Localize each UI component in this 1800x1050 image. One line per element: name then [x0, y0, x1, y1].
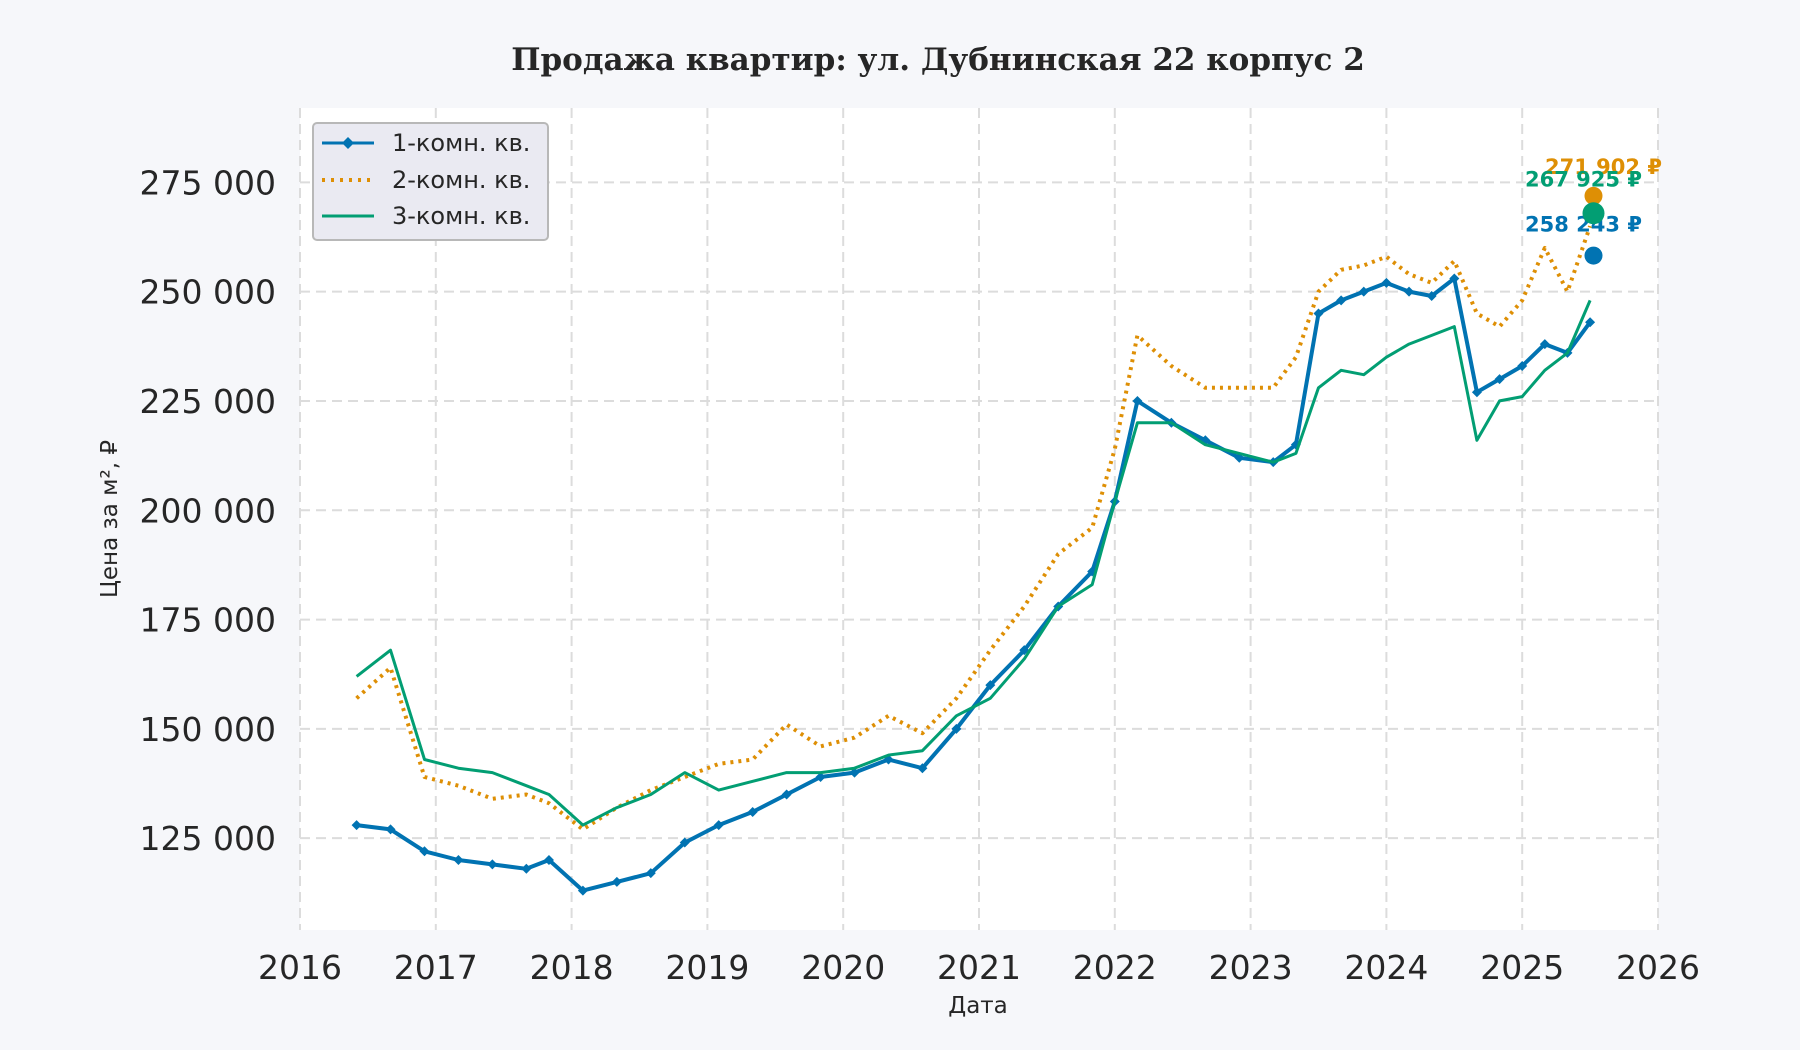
data-point	[487, 859, 498, 870]
x-tick-label: 2020	[801, 948, 885, 987]
data-point	[815, 771, 826, 782]
data-point	[543, 855, 554, 866]
data-point	[1336, 295, 1347, 306]
grid	[299, 108, 1659, 930]
y-tick-label: 150 000	[140, 710, 276, 749]
x-tick-label: 2024	[1344, 948, 1428, 987]
y-tick-label: 125 000	[140, 819, 276, 858]
end-point-marker	[1582, 202, 1605, 225]
data-point	[645, 868, 656, 879]
legend-label-3: 3-комн. кв.	[392, 202, 530, 230]
data-point	[1426, 291, 1437, 302]
data-point	[679, 837, 690, 848]
data-point	[781, 789, 792, 800]
x-tick-label: 2021	[937, 948, 1021, 987]
legend-label-2: 2-комн. кв.	[392, 166, 530, 194]
x-tick-label: 2026	[1616, 948, 1700, 987]
y-axis-label: Цена за м², ₽	[97, 440, 123, 598]
data-point	[1381, 277, 1392, 288]
data-point	[419, 846, 430, 857]
data-point	[521, 863, 532, 874]
data-point	[1449, 273, 1460, 284]
data-point	[1539, 339, 1550, 350]
data-point	[1132, 395, 1143, 406]
data-point	[1585, 317, 1596, 328]
data-point	[1494, 374, 1505, 385]
data-point	[1517, 360, 1528, 371]
data-point	[1404, 286, 1415, 297]
data-point	[985, 680, 996, 691]
x-tick-label: 2023	[1209, 948, 1293, 987]
x-tick-label: 2019	[665, 948, 749, 987]
y-tick-label: 175 000	[140, 601, 276, 640]
series-layer	[351, 225, 1596, 896]
y-tick-label: 200 000	[140, 491, 276, 530]
end-points: 258 243 ₽271 902 ₽267 925 ₽	[1525, 155, 1662, 265]
data-point	[453, 855, 464, 866]
y-tick-label: 225 000	[140, 382, 276, 421]
data-point	[611, 876, 622, 887]
x-tick-label: 2022	[1073, 948, 1157, 987]
data-point	[577, 885, 588, 896]
legend-box	[312, 122, 549, 241]
series-line-2	[355, 225, 1592, 832]
data-point	[849, 767, 860, 778]
legend-marker-1	[342, 137, 354, 149]
data-point	[951, 723, 962, 734]
x-tick-label: 2018	[530, 948, 614, 987]
x-axis-label: Дата	[948, 993, 1008, 1019]
data-point	[1313, 308, 1324, 319]
data-point	[351, 820, 362, 831]
legend: 1-комн. кв. 2-комн. кв. 3-комн. кв.	[312, 122, 549, 241]
y-tick-label: 250 000	[140, 273, 276, 312]
x-tick-label: 2025	[1480, 948, 1564, 987]
data-point	[747, 806, 758, 817]
data-point	[1471, 387, 1482, 398]
chart-title: Продажа квартир: ул. Дубнинская 22 корпу…	[511, 42, 1365, 78]
end-point-marker	[1584, 186, 1603, 205]
data-point	[1358, 286, 1369, 297]
data-point	[713, 820, 724, 831]
legend-label-1: 1-комн. кв.	[392, 129, 530, 157]
y-axis-ticks: 125 000 150 000 175 000 200 000 225 000 250 0…	[140, 163, 276, 858]
data-point	[385, 824, 396, 835]
data-point	[917, 763, 928, 774]
x-tick-label: 2016	[258, 948, 342, 987]
y-tick-label: 275 000	[140, 163, 276, 202]
end-point-label: 267 925 ₽	[1525, 167, 1642, 191]
x-tick-label: 2017	[394, 948, 478, 987]
x-axis-ticks: 2016 2017 2018 2019 2020 2021 2022 2023 2024 2025…	[258, 948, 1700, 987]
end-point-label: 271 902 ₽	[1545, 155, 1662, 179]
series-line-3	[355, 299, 1592, 827]
end-point-marker	[1584, 246, 1603, 265]
